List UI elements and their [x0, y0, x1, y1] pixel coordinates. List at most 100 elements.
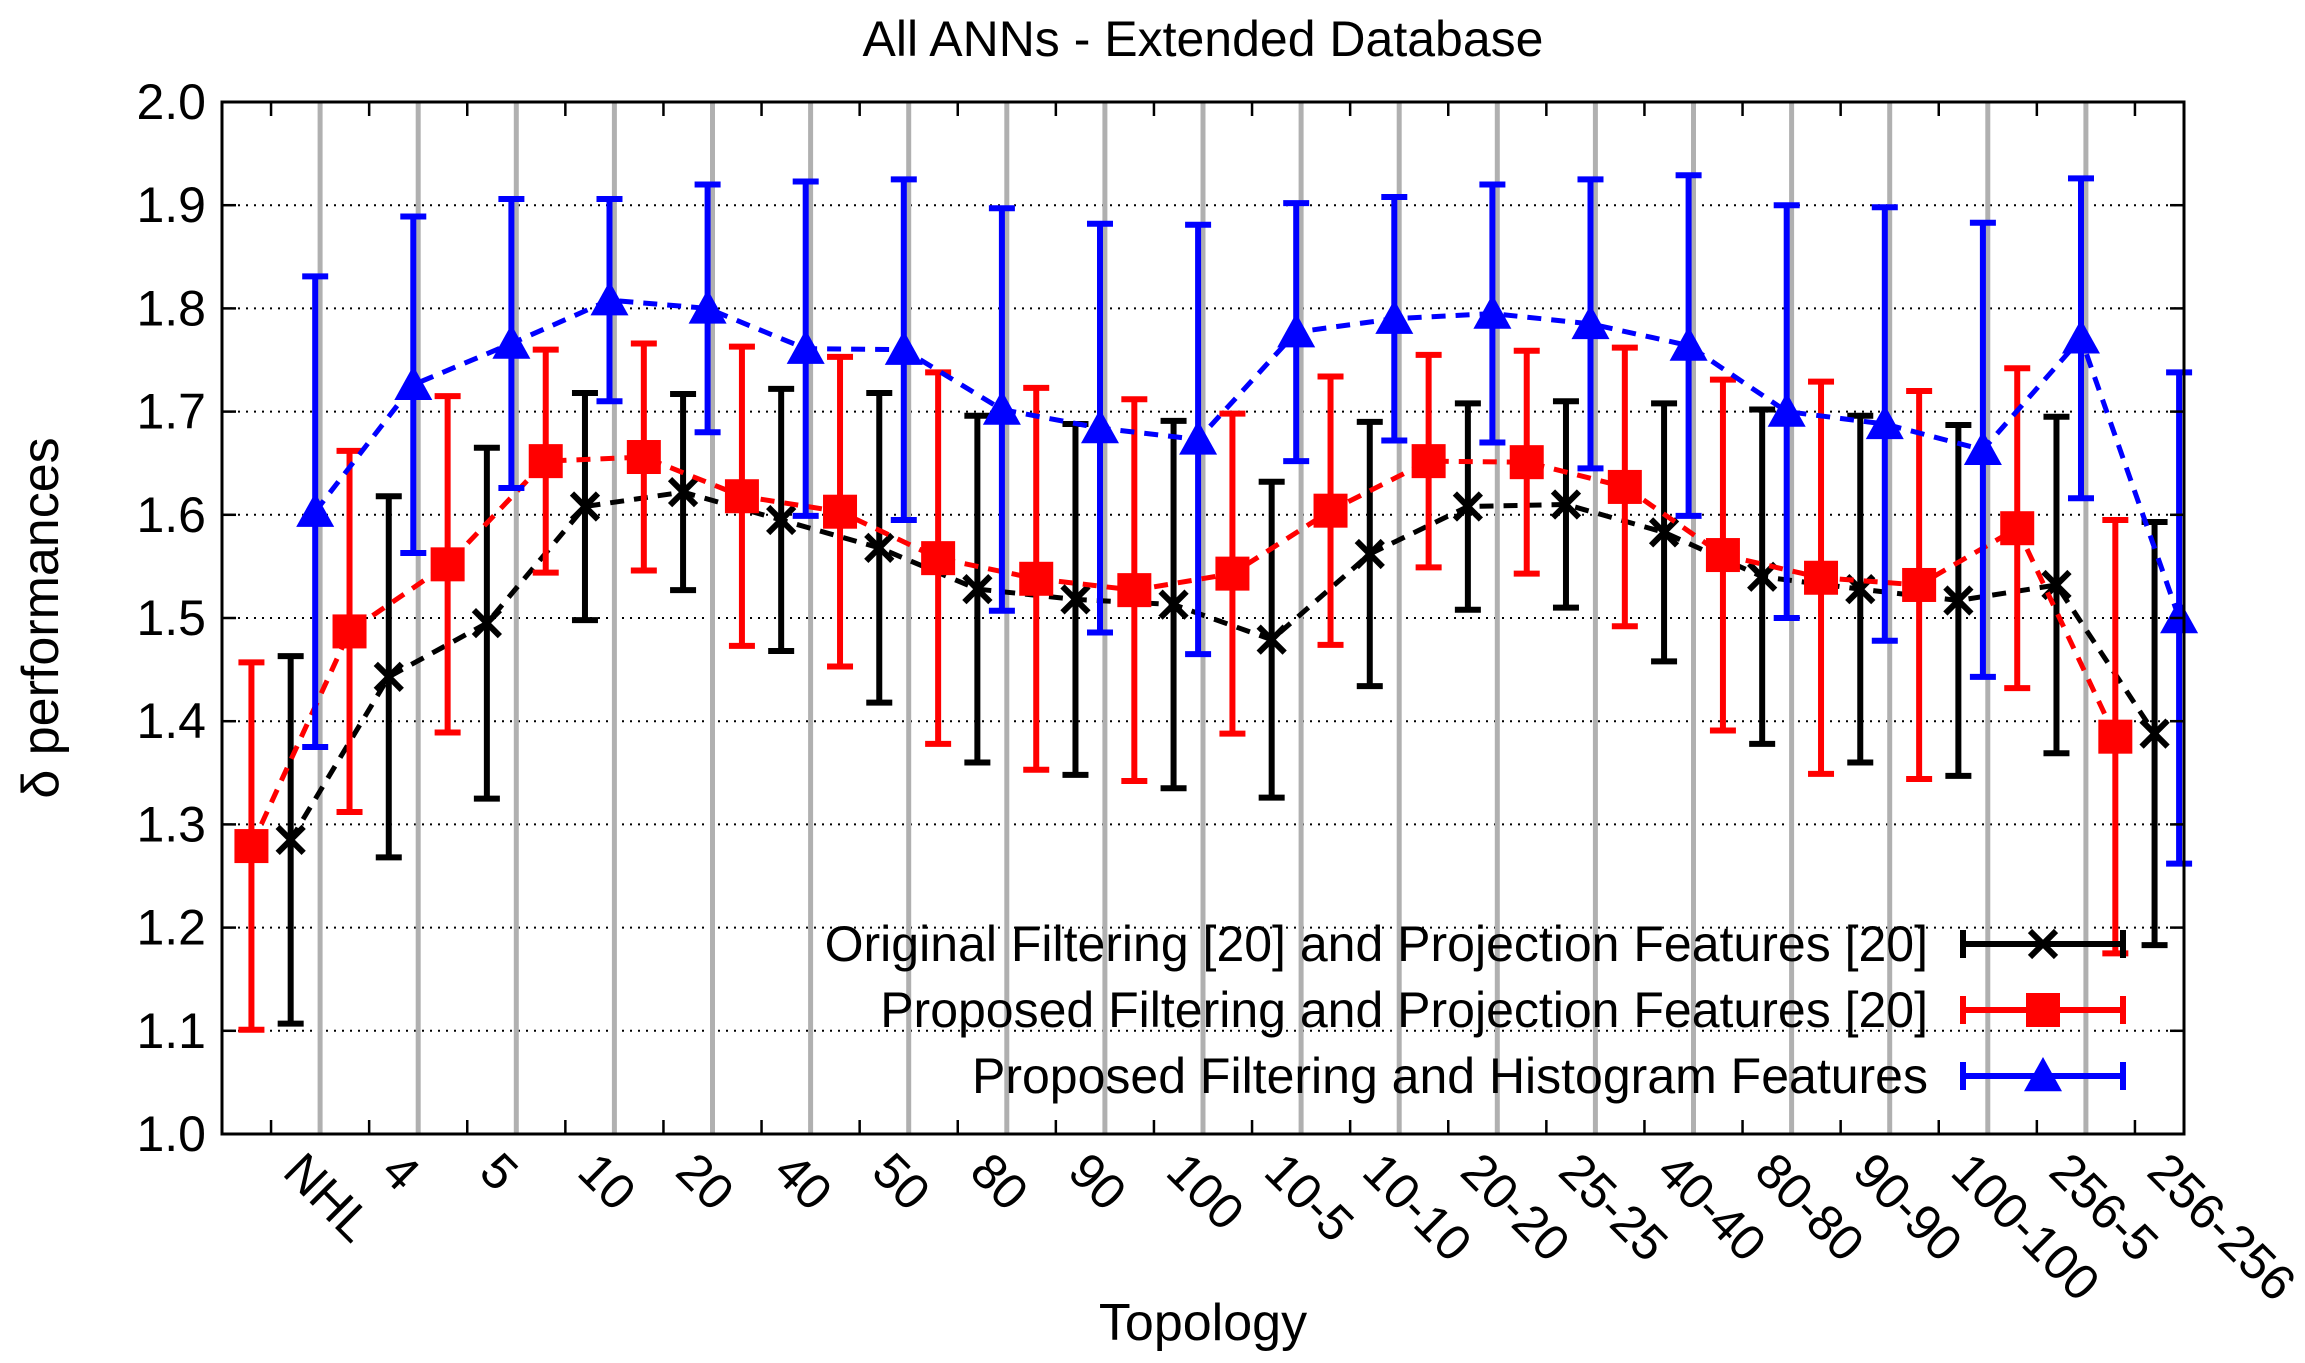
cross-stroke [1256, 624, 1287, 655]
cross-marker [569, 491, 601, 522]
cross-stroke [1060, 584, 1091, 615]
cross-stroke [1943, 585, 1974, 616]
cross-stroke [275, 824, 306, 856]
cross-marker [1354, 538, 1385, 570]
cross-stroke [2139, 718, 2170, 749]
cross-marker [1648, 517, 1680, 548]
cross-stroke [2027, 928, 2059, 960]
square-marker [430, 547, 465, 582]
series-layer [234, 172, 2199, 1033]
cross-marker [962, 573, 993, 605]
triangle-marker [2024, 1057, 2062, 1092]
y-tick-label: 1.4 [136, 693, 206, 749]
triangle-marker [1571, 304, 1610, 340]
square-marker [1509, 445, 1544, 480]
series-group [234, 340, 2133, 1033]
cross-stroke [471, 608, 502, 639]
series-line [313, 297, 2182, 619]
square-marker [1117, 573, 1152, 608]
cross-stroke [373, 661, 404, 692]
x-tick-label: 10 [568, 1142, 647, 1221]
x-tick-label: 10-10 [1352, 1142, 1482, 1272]
cross-marker [1158, 589, 1189, 620]
legend: Original Filtering [20] and Projection F… [825, 916, 2126, 1104]
triangle-marker [1375, 299, 1414, 334]
chart-title: All ANNs - Extended Database [863, 11, 1544, 67]
triangle-marker [1473, 294, 1512, 329]
x-tick-label: 80 [960, 1142, 1039, 1221]
triangle-marker [1080, 409, 1119, 444]
cross-marker [373, 661, 404, 692]
y-axis-label: δ performances [12, 437, 70, 798]
x-tick-label: 20 [666, 1142, 745, 1221]
square-marker [332, 614, 367, 649]
x-tick-label: 40-40 [1647, 1142, 1777, 1272]
triangle-marker [590, 281, 629, 316]
square-marker [1411, 444, 1446, 479]
cross-marker [2139, 718, 2170, 749]
y-tick-label: 1.9 [136, 177, 206, 233]
triangle-marker [1669, 326, 1708, 361]
y-tick-label: 2.0 [136, 74, 206, 130]
y-tick-label: 1.2 [136, 900, 206, 956]
y-tick-label: 1.3 [136, 796, 206, 852]
legend-label: Original Filtering [20] and Projection F… [825, 916, 1928, 972]
x-axis-label: Topology [1099, 1294, 1307, 1352]
y-tick-label: 1.0 [136, 1106, 206, 1162]
y-axis: 1.0 1.1 1.2 1.3 1.4 1.5 1.6 1.7 1.8 1.9 2.0 [136, 74, 2184, 1162]
square-marker [234, 829, 269, 864]
y-tick-label: 1.6 [136, 487, 206, 543]
triangle-marker [2061, 319, 2100, 354]
cross-stroke [962, 573, 993, 605]
x-tick-label: 5 [469, 1142, 528, 1201]
legend-label: Proposed Filtering and Histogram Feature… [972, 1048, 1928, 1104]
square-marker [1804, 560, 1839, 595]
triangle-marker [1865, 404, 1904, 440]
y-tick-label: 1.1 [136, 1003, 206, 1059]
cross-marker [667, 476, 699, 508]
triangle-marker [1767, 392, 1806, 427]
y-tick-label: 1.5 [136, 590, 206, 646]
square-marker [724, 479, 759, 514]
triangle-marker [786, 329, 825, 364]
cross-marker [766, 504, 797, 536]
cross-stroke [1550, 489, 1582, 520]
square-marker [1607, 469, 1642, 504]
cross-stroke [1648, 517, 1680, 548]
cross-marker [1943, 585, 1974, 616]
triangle-marker [296, 492, 335, 527]
square-marker [823, 494, 858, 529]
x-tick-label: 80-80 [1745, 1142, 1875, 1272]
cross-marker [1452, 491, 1483, 522]
cross-stroke [766, 504, 797, 536]
triangle-marker [1963, 430, 2002, 465]
x-tick-label: 20-20 [1450, 1142, 1580, 1272]
cross-marker [2027, 928, 2059, 960]
cross-stroke [1158, 589, 1189, 620]
square-marker [1705, 538, 1740, 573]
square-marker [921, 541, 956, 576]
x-tick-label: 90 [1058, 1142, 1137, 1221]
x-tick-label: 100 [1156, 1142, 1255, 1241]
series-group [275, 385, 2170, 1027]
x-tick-label: 10-5 [1254, 1142, 1364, 1252]
cross-stroke [667, 476, 699, 508]
triangle-marker [492, 324, 531, 359]
triangle-marker [884, 330, 923, 365]
triangle-marker [2160, 599, 2199, 634]
square-marker [1215, 556, 1250, 591]
cross-marker [1060, 584, 1091, 615]
x-tick-label: 40 [764, 1142, 843, 1221]
cross-marker [1550, 489, 1582, 520]
cross-marker [275, 824, 306, 856]
square-marker [2026, 993, 2060, 1027]
x-tick-label: 25-25 [1549, 1142, 1679, 1272]
triangle-marker [982, 390, 1021, 425]
series-line [288, 489, 2157, 842]
x-tick-label: 50 [862, 1142, 941, 1221]
x-tick-label: 90-90 [1843, 1142, 1973, 1272]
cross-stroke [1452, 491, 1483, 522]
square-marker [528, 444, 563, 479]
